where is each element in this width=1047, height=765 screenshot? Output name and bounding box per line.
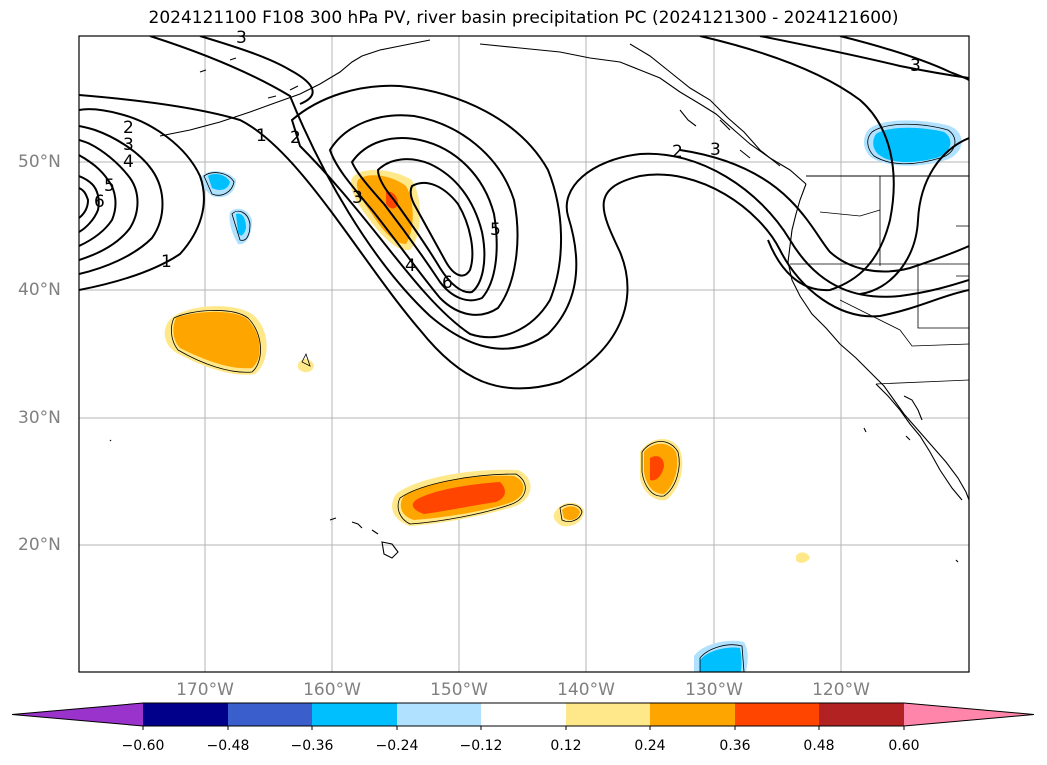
- contour-label: 1: [161, 252, 172, 272]
- contour-label: 4: [123, 152, 134, 172]
- contour-label: 3: [710, 140, 721, 160]
- contour-label: 3: [910, 56, 921, 76]
- colorbar-tick: 0.24: [634, 738, 666, 754]
- contour-label: 6: [94, 192, 105, 212]
- colorbar-segment: [819, 703, 904, 726]
- lon-label-130w: 130°W: [685, 680, 743, 700]
- colorbar-segment: [650, 703, 735, 726]
- lon-label-150w: 150°W: [430, 680, 488, 700]
- precip-region: [298, 358, 314, 373]
- gridlines: [79, 36, 969, 672]
- precip-region: [873, 127, 951, 163]
- contour-label: 3: [352, 188, 363, 208]
- colorbar-tick: −0.24: [375, 738, 419, 754]
- contour-label: 2: [672, 142, 683, 162]
- precip-region: [700, 647, 742, 672]
- colorbar-segment: [397, 703, 481, 726]
- precip-region: [412, 482, 505, 514]
- colorbar-segment: [312, 703, 397, 726]
- contour-label: 6: [442, 273, 453, 293]
- colorbar-tick: −0.60: [121, 738, 165, 754]
- contour-label: 4: [405, 256, 416, 276]
- contour-label: 1: [256, 126, 267, 146]
- precip-region: [562, 506, 580, 520]
- contour-label: 5: [490, 220, 501, 240]
- colorbar-tick: 0.48: [803, 738, 835, 754]
- lat-label-40n: 40°N: [18, 280, 61, 300]
- coastlines: [109, 39, 969, 563]
- colorbar-segment: [735, 703, 819, 726]
- precip-region: [236, 213, 246, 236]
- lon-label-160w: 160°W: [303, 680, 361, 700]
- colorbar-tick: −0.48: [206, 738, 250, 754]
- colorbar-tick: 0.36: [719, 738, 751, 754]
- contour-label: 2: [123, 118, 134, 138]
- colorbar-tick: −0.12: [459, 738, 503, 754]
- lat-label-50n: 50°N: [18, 152, 61, 172]
- precip-region: [173, 311, 260, 369]
- map-title: 2024121100 F108 300 hPa PV, river basin …: [148, 8, 899, 28]
- colorbar-segment: [12, 703, 143, 726]
- colorbar-segment: [228, 703, 312, 726]
- colorbar-segment: [904, 703, 1034, 726]
- colorbar: [11, 702, 1035, 730]
- contour-label: 3: [236, 28, 247, 48]
- precip-region: [356, 175, 413, 244]
- lon-label-120w: 120°W: [812, 680, 870, 700]
- colorbar-segment: [143, 703, 228, 726]
- contour-label: 2: [290, 128, 301, 148]
- lon-label-140w: 140°W: [557, 680, 615, 700]
- map-frame: [78, 35, 970, 673]
- precip-shading: [164, 120, 962, 672]
- contour-label: 3: [123, 135, 134, 155]
- contour-label: 5: [104, 176, 115, 196]
- colorbar-tick: −0.36: [290, 738, 334, 754]
- colorbar-segment: [566, 703, 650, 726]
- lat-label-20n: 20°N: [18, 535, 61, 555]
- precip-region: [208, 174, 230, 190]
- precip-region: [386, 191, 398, 209]
- precip-region: [796, 552, 810, 563]
- colorbar-segment: [481, 703, 566, 726]
- colorbar-tick: 0.12: [550, 738, 582, 754]
- lon-label-170w: 170°W: [176, 680, 234, 700]
- pv-contours: [79, 36, 969, 390]
- lat-label-30n: 30°N: [18, 408, 61, 428]
- colorbar-tick: 0.60: [888, 738, 920, 754]
- precip-region: [650, 456, 664, 481]
